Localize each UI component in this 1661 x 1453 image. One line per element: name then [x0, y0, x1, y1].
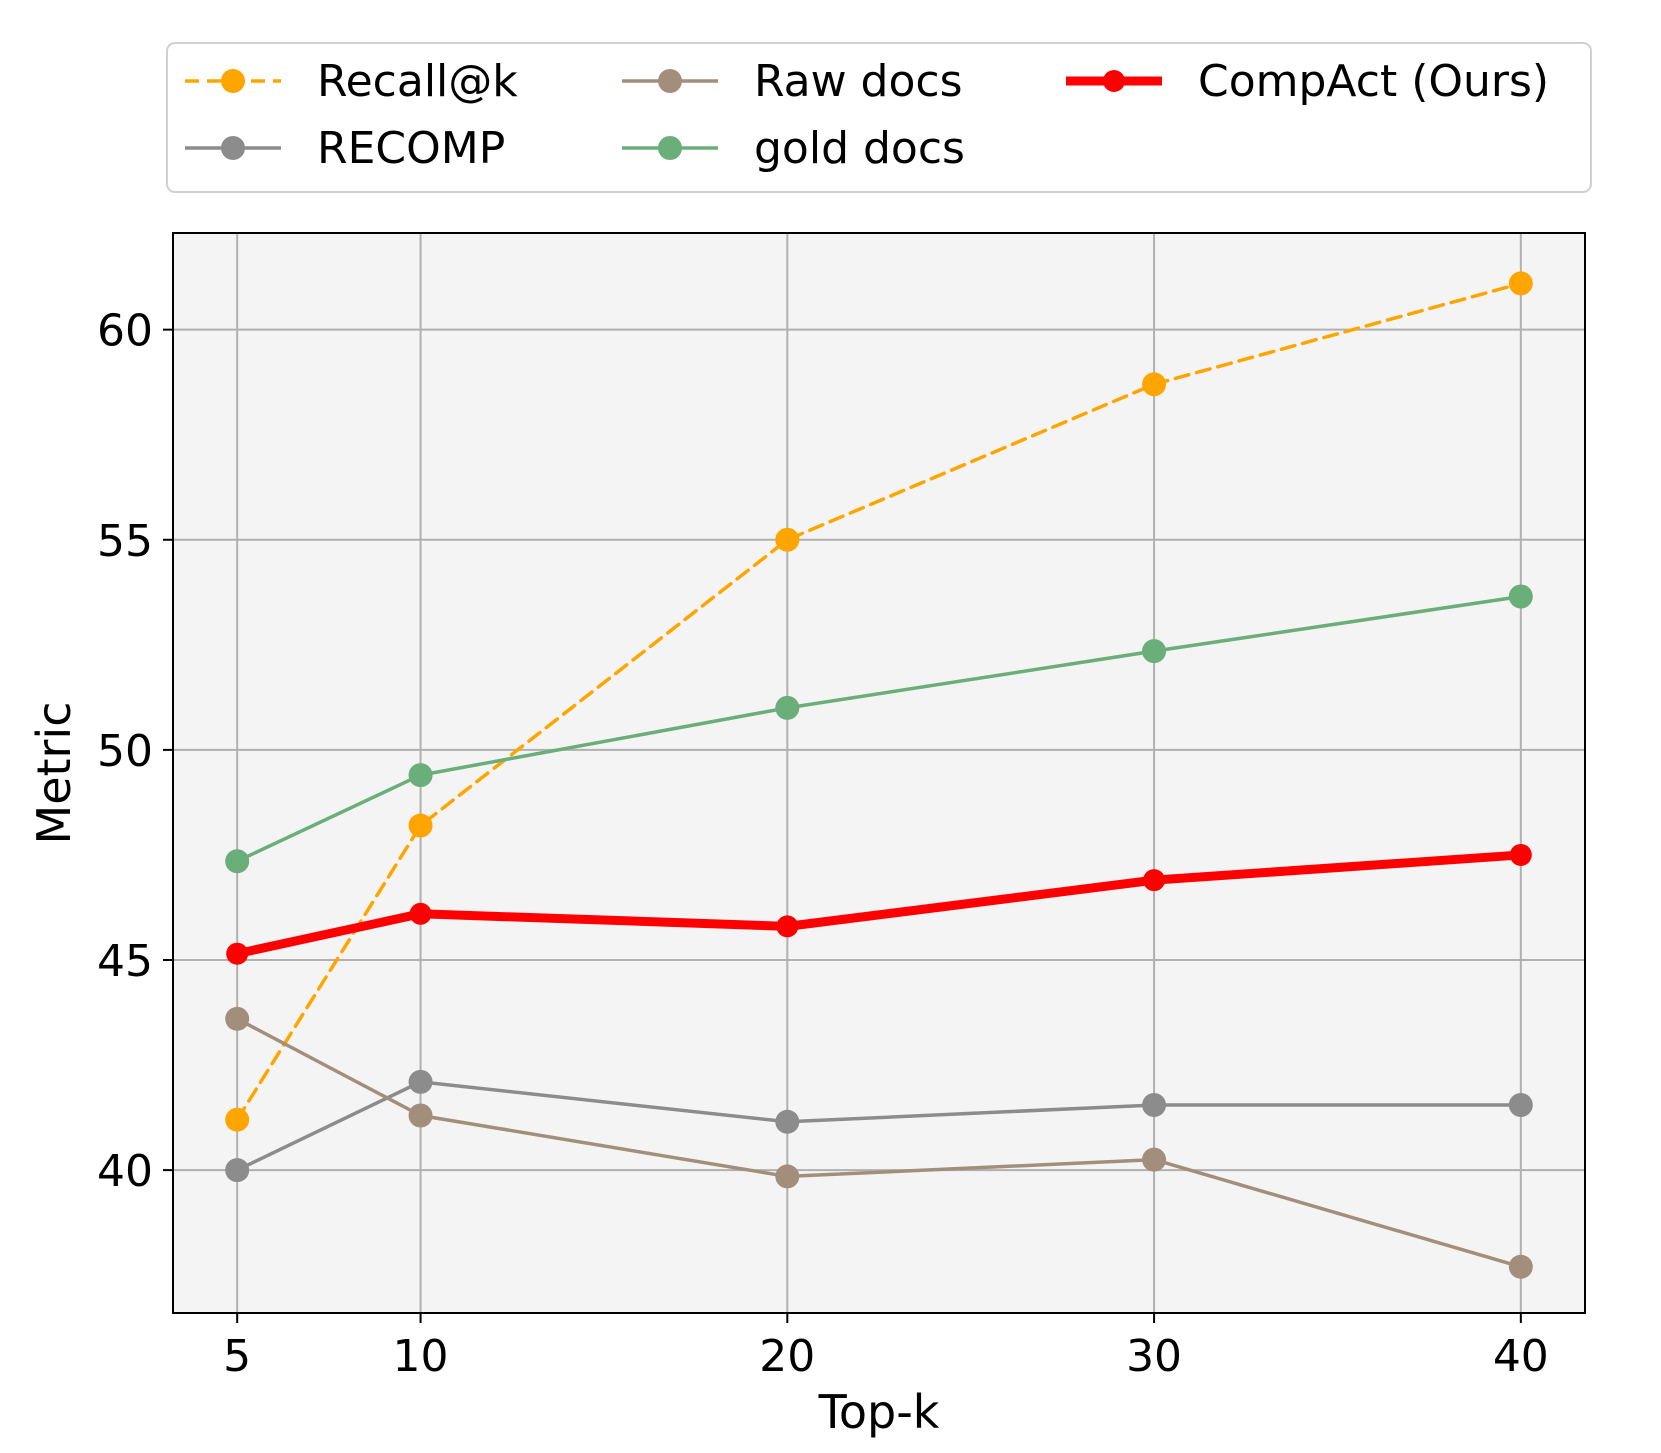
x-tick-label: 5	[223, 1331, 251, 1382]
legend-label-gold-docs: gold docs	[754, 123, 965, 174]
data-point-recall-k	[1142, 372, 1167, 397]
data-point-compact-ours	[409, 902, 432, 925]
data-point-gold-docs	[1142, 639, 1167, 664]
legend: Recall@k RECOMP Raw docs gold docs CompAct (…	[185, 56, 1549, 174]
legend-marker-recall-k	[221, 69, 245, 93]
x-tick-label: 30	[1126, 1331, 1182, 1382]
data-point-recomp	[1508, 1092, 1533, 1117]
data-point-gold-docs	[775, 695, 800, 720]
legend-label-recall-k: Recall@k	[317, 56, 518, 107]
data-point-recomp	[225, 1158, 250, 1183]
y-tick-label: 60	[97, 306, 153, 357]
data-point-gold-docs	[408, 763, 433, 788]
x-tick-label: 40	[1493, 1331, 1549, 1382]
x-axis-label: Top-k	[818, 1385, 940, 1439]
x-tick-label: 20	[759, 1331, 815, 1382]
data-point-recall-k	[775, 527, 800, 552]
data-point-raw-docs	[1508, 1254, 1533, 1279]
plot-area	[173, 233, 1585, 1313]
plot-frame	[172, 232, 1586, 1314]
y-tick-label: 50	[97, 726, 153, 777]
data-point-compact-ours	[776, 915, 799, 938]
legend-marker-recomp	[221, 136, 245, 160]
y-axis-label: Metric	[27, 701, 81, 844]
x-tick-label: 10	[393, 1331, 449, 1382]
data-point-raw-docs	[775, 1164, 800, 1189]
y-tick-label: 40	[97, 1146, 153, 1197]
data-point-recall-k	[408, 813, 433, 838]
data-point-recall-k	[225, 1107, 250, 1132]
y-tick-label: 45	[97, 936, 153, 987]
data-point-raw-docs	[408, 1103, 433, 1128]
data-point-recomp	[408, 1069, 433, 1094]
legend-marker-gold-docs	[658, 136, 682, 160]
legend-box	[166, 42, 1592, 193]
data-point-compact-ours	[1509, 843, 1532, 866]
data-point-raw-docs	[1142, 1147, 1167, 1172]
data-point-recall-k	[1508, 271, 1533, 296]
data-point-gold-docs	[225, 849, 250, 874]
series-layer	[225, 271, 1533, 1279]
data-point-compact-ours	[1143, 869, 1166, 892]
data-point-recomp	[775, 1109, 800, 1134]
legend-label-recomp: RECOMP	[317, 123, 505, 174]
data-point-recomp	[1142, 1092, 1167, 1117]
legend-label-raw-docs: Raw docs	[754, 56, 963, 107]
legend-label-compact-ours: CompAct (Ours)	[1198, 56, 1549, 107]
data-point-raw-docs	[225, 1006, 250, 1031]
legend-marker-compact-ours	[1103, 70, 1125, 92]
legend-marker-raw-docs	[658, 69, 682, 93]
data-point-gold-docs	[1508, 584, 1533, 609]
y-tick-label: 55	[97, 516, 153, 567]
axis-ticks: 5 10 20 30 40 40 45 50 55 60	[97, 306, 1549, 1382]
data-point-compact-ours	[226, 942, 249, 965]
